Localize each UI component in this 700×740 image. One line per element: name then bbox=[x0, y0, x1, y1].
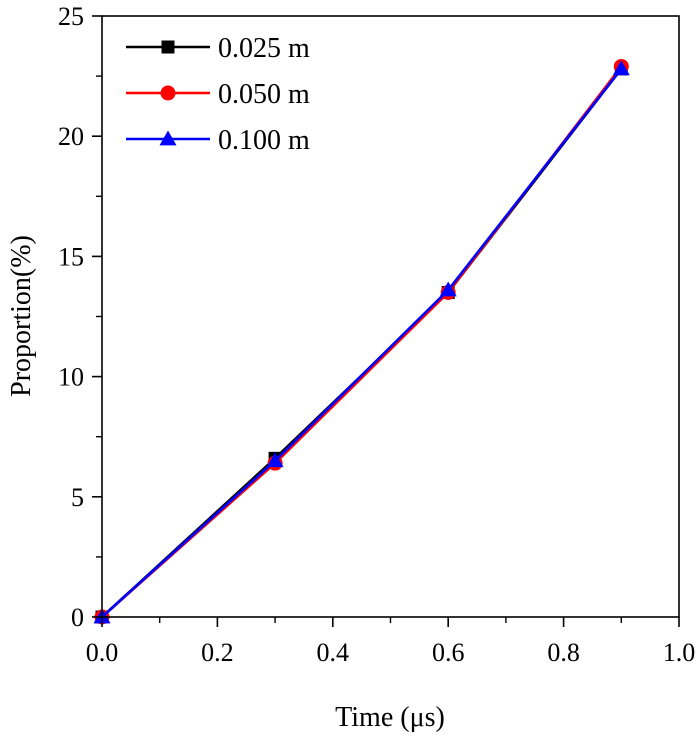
legend-label: 0.025 m bbox=[218, 33, 310, 64]
x-axis-title: Time (μs) bbox=[335, 702, 445, 733]
data-point-2-2 bbox=[439, 281, 457, 297]
x-axis-ticks: 0.0 0.2 0.4 0.6 0.8 1.0 bbox=[86, 617, 696, 667]
x-tick-label: 0.4 bbox=[317, 638, 350, 667]
legend-label: 0.100 m bbox=[218, 125, 310, 156]
x-tick-label: 0.6 bbox=[432, 638, 465, 667]
y-tick-label: 15 bbox=[58, 242, 84, 271]
y-tick-label: 25 bbox=[58, 2, 84, 31]
plot-marks bbox=[93, 58, 630, 625]
x-tick-label: 0.0 bbox=[86, 638, 119, 667]
legend: 0.025 m 0.050 m 0.100 m bbox=[126, 33, 310, 156]
x-tick-label: 1.0 bbox=[663, 638, 696, 667]
x-tick-label: 0.2 bbox=[201, 638, 234, 667]
data-point-2-1 bbox=[266, 452, 284, 468]
x-tick-label: 0.8 bbox=[547, 638, 580, 667]
y-tick-label: 10 bbox=[58, 363, 84, 392]
series-line-1 bbox=[101, 65, 623, 618]
series-line-2 bbox=[101, 68, 623, 618]
legend-marker bbox=[159, 130, 177, 146]
legend-marker bbox=[161, 40, 175, 54]
legend-label: 0.050 m bbox=[218, 79, 310, 110]
data-point-2-3 bbox=[612, 60, 630, 76]
legend-marker bbox=[160, 85, 176, 101]
series-line-0 bbox=[101, 68, 623, 618]
y-axis-ticks: 0 5 10 15 20 25 bbox=[58, 2, 102, 632]
y-tick-label: 20 bbox=[58, 122, 84, 151]
y-tick-label: 0 bbox=[71, 603, 84, 632]
y-axis-title: Proportion(%) bbox=[6, 235, 37, 397]
y-tick-label: 5 bbox=[71, 483, 84, 512]
